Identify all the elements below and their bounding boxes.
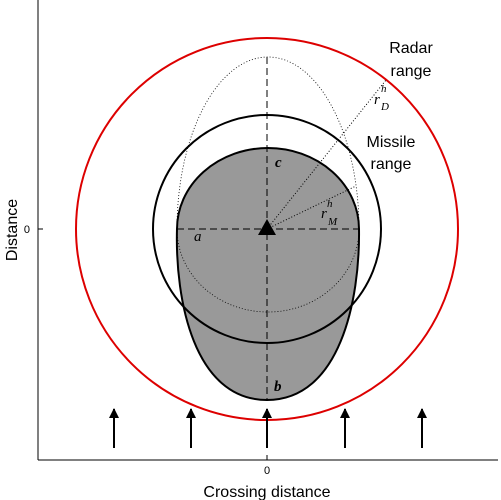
y-tick-label: 0 [24,224,30,236]
r-sub: M [327,216,338,228]
r-symbol: r [374,92,380,108]
radar-envelope [176,56,360,313]
y-axis-label: Distance [4,199,21,261]
x-tick-label: 0 [264,465,270,477]
missile-label: range [371,156,412,173]
point-c: c [275,155,282,171]
x-axis-label: Crossing distance [203,484,330,500]
point-a: a [194,229,202,245]
r-sub: D [380,101,389,113]
arrows [109,408,427,448]
point-b: b [274,379,282,395]
r-sup: h [381,83,387,95]
radar-label: Radar [389,40,433,57]
r-sup: h [327,198,333,210]
missile-envelope [175,147,361,402]
aircraft-triangle [258,219,276,235]
r-symbol: r [321,206,327,222]
radar-label: range [391,63,432,80]
missile-label: Missile [367,134,416,151]
